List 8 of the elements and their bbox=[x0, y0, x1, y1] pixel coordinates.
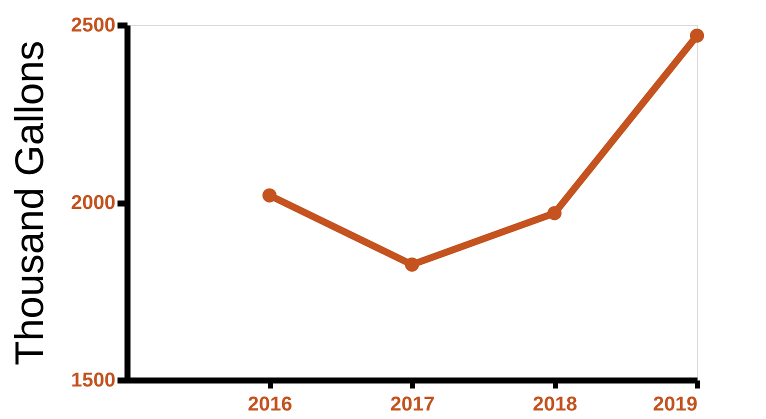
y-tick-label: 2000 bbox=[71, 192, 116, 214]
y-axis-title: Thousand Gallons bbox=[8, 40, 52, 366]
x-tick-label: 2019 bbox=[653, 394, 698, 416]
x-tick-label: 2016 bbox=[248, 394, 292, 416]
x-tick-label: 2018 bbox=[532, 394, 578, 416]
x-tick-label: 2017 bbox=[390, 394, 435, 416]
y-tick-label: 1500 bbox=[71, 370, 116, 392]
y-tick-label: 2500 bbox=[71, 14, 116, 36]
